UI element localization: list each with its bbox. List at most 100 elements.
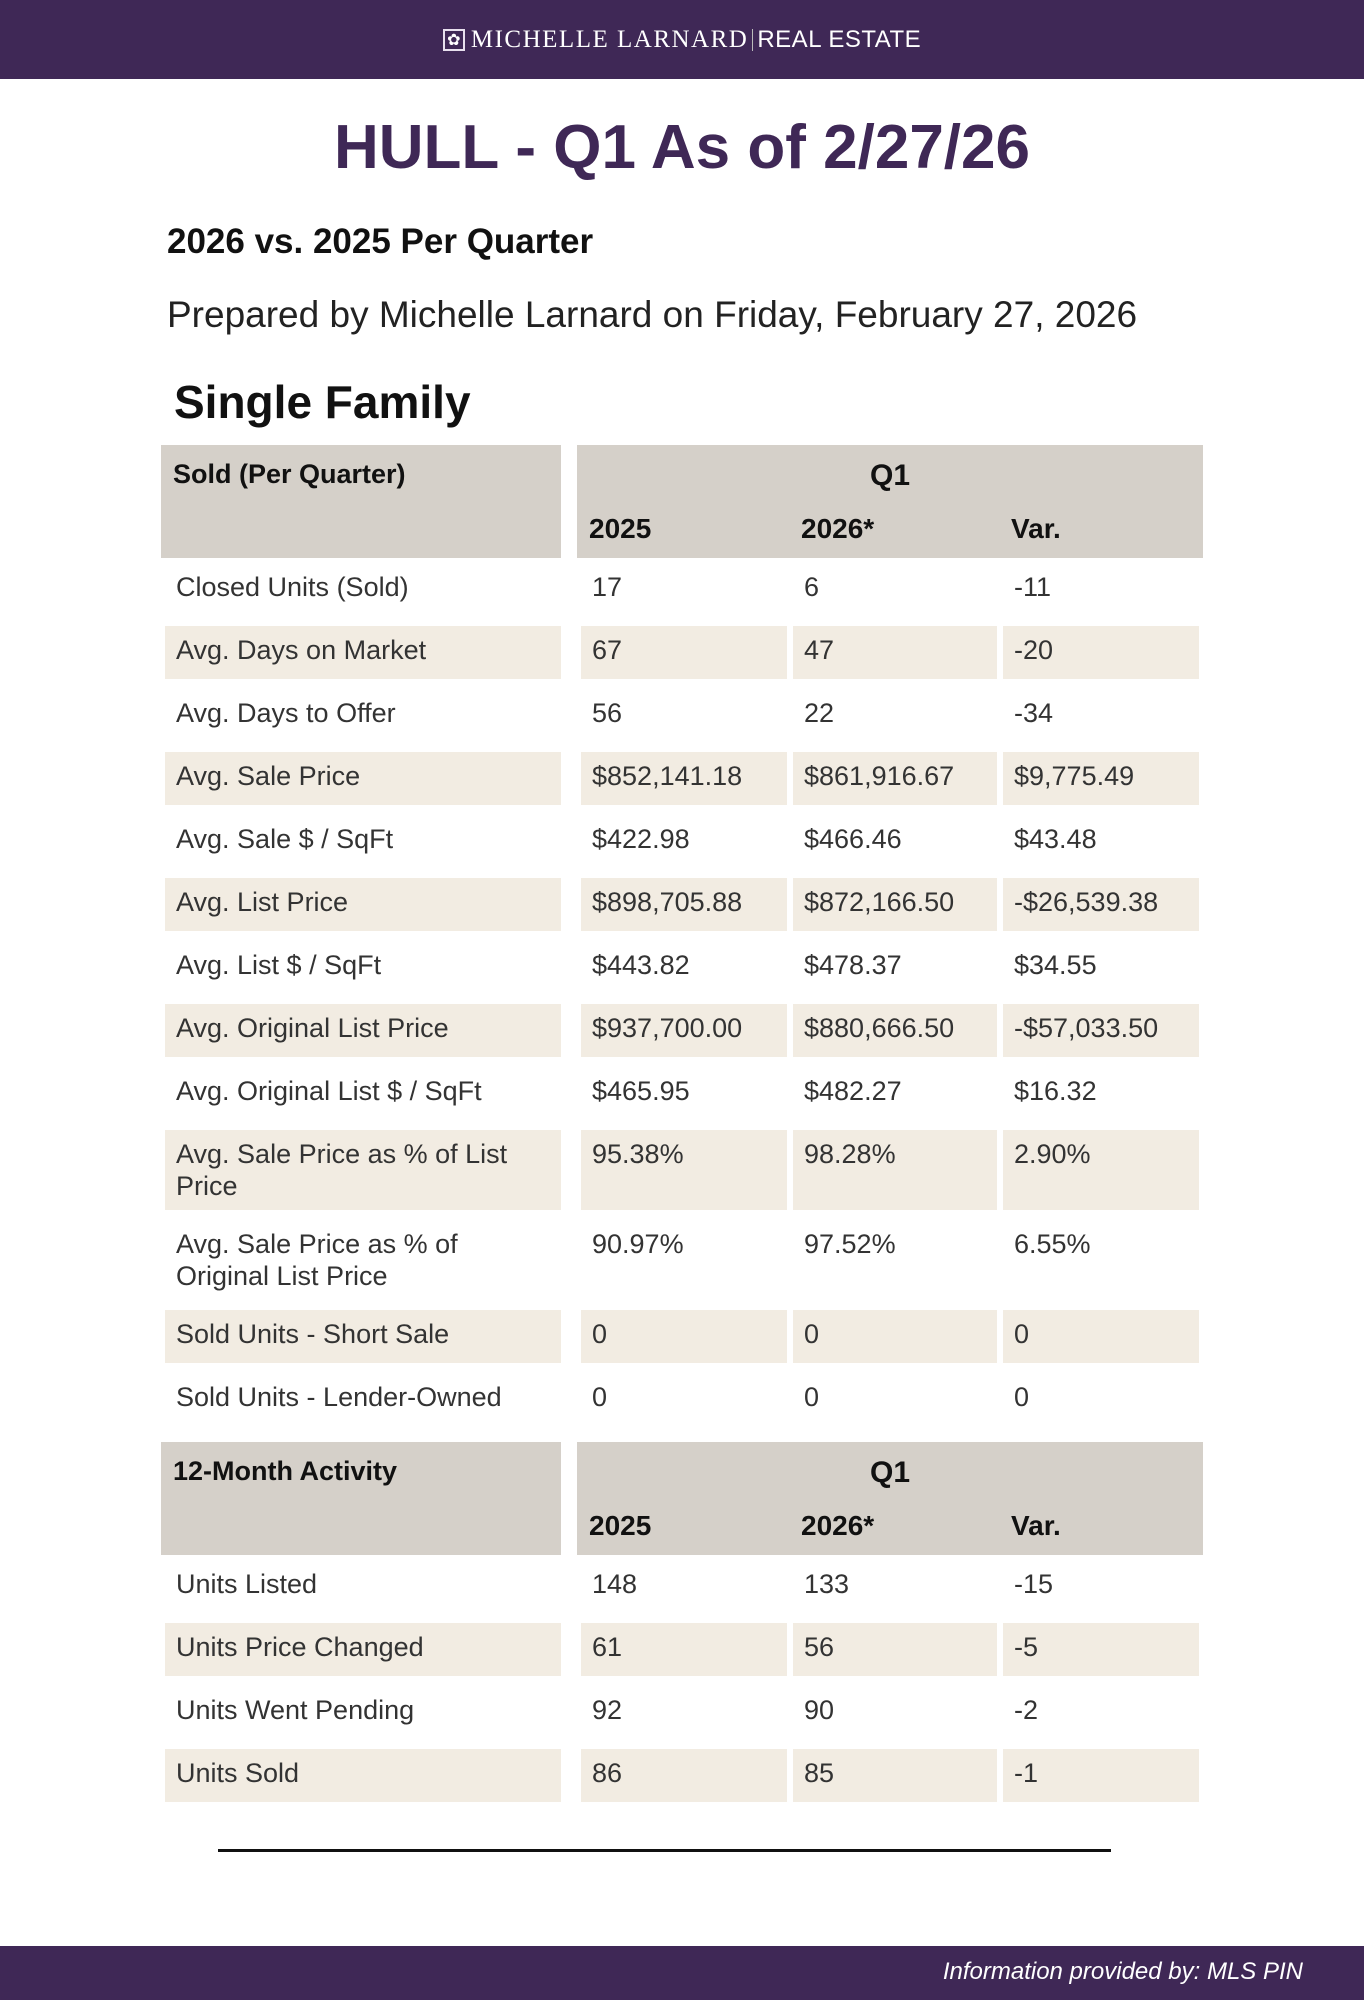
row-label: Avg. Sale Price as % of List Price [165, 1130, 561, 1210]
row-label: Sold Units - Short Sale [165, 1310, 561, 1363]
cell-value: $478.37 [804, 950, 902, 980]
cell-value: 0 [1003, 1310, 1199, 1363]
cell-value: 6.55% [1014, 1229, 1091, 1259]
cell-value: 92 [592, 1695, 623, 1725]
table-row: Units Listed 148 133 -15 [161, 1555, 1203, 1618]
cell-value: 0 [793, 1310, 997, 1363]
col-var: Var. [1011, 1510, 1061, 1541]
period-label: Q1 [869, 1456, 911, 1489]
table-row: Avg. List $ / SqFt $443.82 $478.37 $34.55 [161, 936, 1203, 999]
brand-name: MICHELLE LARNARD [470, 25, 749, 53]
table-row: Avg. Days on Market 67 47 -20 [161, 621, 1203, 684]
page-title: HULL - Q1 As of 2/27/26 [334, 113, 1030, 182]
table-row: Avg. Sale Price $852,141.18 $861,916.67 $9,… [161, 747, 1203, 810]
divider-line [218, 1849, 1111, 1852]
cell-value: 90.97% [592, 1229, 684, 1259]
cell-value: $880,666.50 [793, 1004, 997, 1057]
row-label: Avg. Original List Price [165, 1004, 561, 1057]
col-2025: 2025 [589, 1510, 652, 1541]
row-label: Avg. Days on Market [165, 626, 561, 679]
row-label: Units Listed [176, 1569, 318, 1599]
cell-value: 67 [581, 626, 787, 679]
row-label: Avg. Sale Price [165, 752, 561, 805]
cell-value: 22 [804, 698, 835, 728]
cell-value: $937,700.00 [581, 1004, 787, 1057]
cell-value: 2.90% [1003, 1130, 1199, 1210]
table-row: Units Sold 86 85 -1 [161, 1744, 1203, 1807]
footer-source: Information provided by: MLS PIN [0, 1946, 1364, 2000]
brand-divider [752, 28, 754, 51]
row-label: Units Sold [165, 1749, 561, 1802]
cell-value: $861,916.67 [793, 752, 997, 805]
cell-value: -11 [1014, 572, 1052, 602]
table-header: Sold (Per Quarter) Q1 2025 2026* Var. [161, 445, 1203, 558]
table-row: Avg. Sale $ / SqFt $422.98 $466.46 $43.48 [161, 810, 1203, 873]
cell-value: 86 [581, 1749, 787, 1802]
row-label: Units Price Changed [165, 1623, 561, 1676]
report-subtitle: 2026 vs. 2025 Per Quarter [167, 222, 594, 261]
table-header: 12-Month Activity Q1 2025 2026* Var. [161, 1442, 1203, 1555]
table-row: Avg. Days to Offer 56 22 -34 [161, 684, 1203, 747]
section-title: Single Family [174, 376, 471, 428]
cell-value: 56 [793, 1623, 997, 1676]
cell-value: $465.95 [592, 1076, 690, 1106]
row-label: Avg. Sale Price as % of Original List Pr… [176, 1229, 458, 1291]
logo-flower-icon: ✿ [442, 28, 465, 51]
table-row: Sold Units - Short Sale 0 0 0 [161, 1305, 1203, 1368]
cell-value: -20 [1003, 626, 1199, 679]
row-label: Avg. List Price [165, 878, 561, 931]
activity-table: 12-Month Activity Q1 2025 2026* Var. Unit… [161, 1442, 1203, 1807]
table-row: Avg. Original List $ / SqFt $465.95 $482.2… [161, 1062, 1203, 1125]
cell-value: 6 [804, 572, 820, 602]
cell-value: -$26,539.38 [1003, 878, 1199, 931]
prepared-by: Prepared by Michelle Larnard on Friday, … [167, 294, 1138, 335]
table-header-label: Sold (Per Quarter) [161, 445, 561, 558]
cell-value: $34.55 [1014, 950, 1097, 980]
cell-value: 0 [1014, 1382, 1030, 1412]
table-row: Avg. Sale Price as % of List Price 95.38%… [161, 1125, 1203, 1215]
cell-value: -5 [1003, 1623, 1199, 1676]
cell-value: 133 [804, 1569, 850, 1599]
cell-value: $482.27 [804, 1076, 902, 1106]
table-row: Avg. Original List Price $937,700.00 $880,… [161, 999, 1203, 1062]
row-label: Units Went Pending [176, 1695, 415, 1725]
table-row: Sold Units - Lender-Owned 0 0 0 [161, 1368, 1203, 1431]
cell-value: $443.82 [592, 950, 690, 980]
cell-value: 0 [592, 1382, 608, 1412]
cell-value: 97.52% [804, 1229, 896, 1259]
col-2026: 2026* [801, 1510, 875, 1541]
table-row: Units Went Pending 92 90 -2 [161, 1681, 1203, 1744]
cell-value: 95.38% [581, 1130, 787, 1210]
table-row: Closed Units (Sold) 17 6 -11 [161, 558, 1203, 621]
cell-value: 98.28% [793, 1130, 997, 1210]
cell-value: $466.46 [804, 824, 902, 854]
col-2026: 2026* [801, 513, 875, 544]
cell-value: $898,705.88 [581, 878, 787, 931]
cell-value: 148 [592, 1569, 638, 1599]
row-label: Avg. List $ / SqFt [176, 950, 382, 980]
cell-value: -34 [1014, 698, 1054, 728]
col-2025: 2025 [589, 513, 652, 544]
cell-value: -$57,033.50 [1003, 1004, 1199, 1057]
table-row: Units Price Changed 61 56 -5 [161, 1618, 1203, 1681]
brand-suffix: REAL ESTATE [757, 25, 922, 53]
brand-header: ✿ MICHELLE LARNARD REAL ESTATE [0, 0, 1364, 79]
row-label: Closed Units (Sold) [176, 572, 409, 602]
table-header-label: 12-Month Activity [161, 1442, 561, 1555]
cell-value: 0 [581, 1310, 787, 1363]
cell-value: -15 [1014, 1569, 1054, 1599]
cell-value: 90 [804, 1695, 835, 1725]
cell-value: -2 [1014, 1695, 1039, 1725]
cell-value: $872,166.50 [793, 878, 997, 931]
cell-value: 85 [793, 1749, 997, 1802]
cell-value: $9,775.49 [1003, 752, 1199, 805]
sold-table: Sold (Per Quarter) Q1 2025 2026* Var. Clo… [161, 445, 1203, 1431]
cell-value: $16.32 [1014, 1076, 1097, 1106]
cell-value: -1 [1003, 1749, 1199, 1802]
cell-value: 56 [592, 698, 623, 728]
cell-value: $422.98 [592, 824, 690, 854]
cell-value: 0 [804, 1382, 820, 1412]
table-row: Avg. List Price $898,705.88 $872,166.50 -$2… [161, 873, 1203, 936]
cell-value: 61 [581, 1623, 787, 1676]
period-label: Q1 [869, 459, 911, 492]
